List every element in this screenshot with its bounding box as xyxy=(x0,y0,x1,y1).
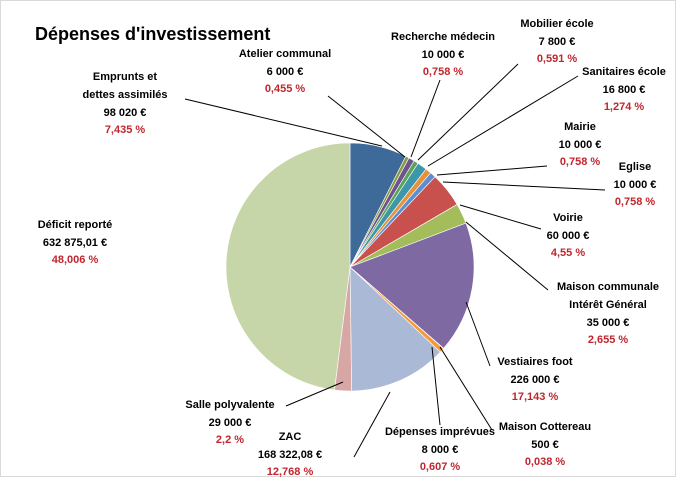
percentage-label: 17,143 % xyxy=(512,391,559,403)
value-label: 632 875,01 € xyxy=(43,237,107,249)
leader-line xyxy=(459,204,542,230)
value-label: 98 020 € xyxy=(104,107,147,119)
percentage-label: 0,455 % xyxy=(265,83,306,95)
leader-line xyxy=(439,346,493,431)
category-label: Maison communale Intérêt Général xyxy=(557,281,659,311)
pie-slice xyxy=(225,142,351,391)
leader-line xyxy=(442,181,606,191)
value-label: 16 800 € xyxy=(603,84,646,96)
chart-title: Dépenses d'investissement xyxy=(35,24,270,44)
leader-line xyxy=(184,98,383,147)
value-label: 29 000 € xyxy=(209,417,252,429)
percentage-label: 0,607 % xyxy=(420,461,461,473)
percentage-label: 0,758 % xyxy=(560,156,601,168)
category-label: Sanitaires école xyxy=(582,66,666,78)
leader-line xyxy=(465,221,549,291)
value-label: 10 000 € xyxy=(614,179,657,191)
value-label: 168 322,08 € xyxy=(258,449,322,461)
leader-line xyxy=(327,95,406,158)
percentage-label: 1,274 % xyxy=(604,101,645,113)
leader-line xyxy=(431,346,441,426)
percentage-label: 4,55 % xyxy=(551,247,585,259)
percentage-label: 12,768 % xyxy=(267,466,314,477)
percentage-label: 0,038 % xyxy=(525,456,566,468)
leader-line xyxy=(285,381,344,407)
value-label: 500 € xyxy=(531,439,559,451)
pie-slice xyxy=(349,266,441,392)
value-label: 35 000 € xyxy=(587,317,630,329)
leader-line xyxy=(427,75,579,167)
percentage-label: 2,2 % xyxy=(216,434,244,446)
leader-line xyxy=(417,63,519,161)
category-label: Maison Cottereau xyxy=(499,421,591,433)
percentage-label: 0,591 % xyxy=(537,53,578,65)
value-label: 10 000 € xyxy=(559,139,602,151)
category-label: Mobilier école xyxy=(520,18,593,30)
percentage-label: 2,655 % xyxy=(588,334,629,346)
category-label: Dépenses imprévues xyxy=(385,426,495,438)
value-label: 7 800 € xyxy=(539,36,576,48)
category-label: Emprunts et dettes assimilés xyxy=(83,71,168,101)
leader-line xyxy=(465,301,491,367)
category-label: Déficit reporté xyxy=(38,219,113,231)
category-label: Eglise xyxy=(619,161,651,173)
value-label: 60 000 € xyxy=(547,230,590,242)
value-label: 8 000 € xyxy=(422,444,459,456)
leader-line xyxy=(353,391,391,458)
category-label: Mairie xyxy=(564,121,596,133)
leader-line xyxy=(410,79,441,158)
percentage-label: 7,435 % xyxy=(105,124,146,136)
category-label: ZAC xyxy=(279,431,302,443)
category-label: Vestiaires foot xyxy=(497,356,573,368)
category-label: Recherche médecin xyxy=(391,31,495,43)
category-label: Voirie xyxy=(553,212,583,224)
value-label: 6 000 € xyxy=(267,66,304,78)
percentage-label: 0,758 % xyxy=(615,196,656,208)
leader-line xyxy=(436,165,548,176)
value-label: 226 000 € xyxy=(511,374,560,386)
percentage-label: 48,006 % xyxy=(52,254,99,266)
pie-slice xyxy=(349,222,475,349)
category-label: Salle polyvalente xyxy=(185,399,274,411)
percentage-label: 0,758 % xyxy=(423,66,464,78)
value-label: 10 000 € xyxy=(422,49,465,61)
category-label: Atelier communal xyxy=(239,48,331,60)
